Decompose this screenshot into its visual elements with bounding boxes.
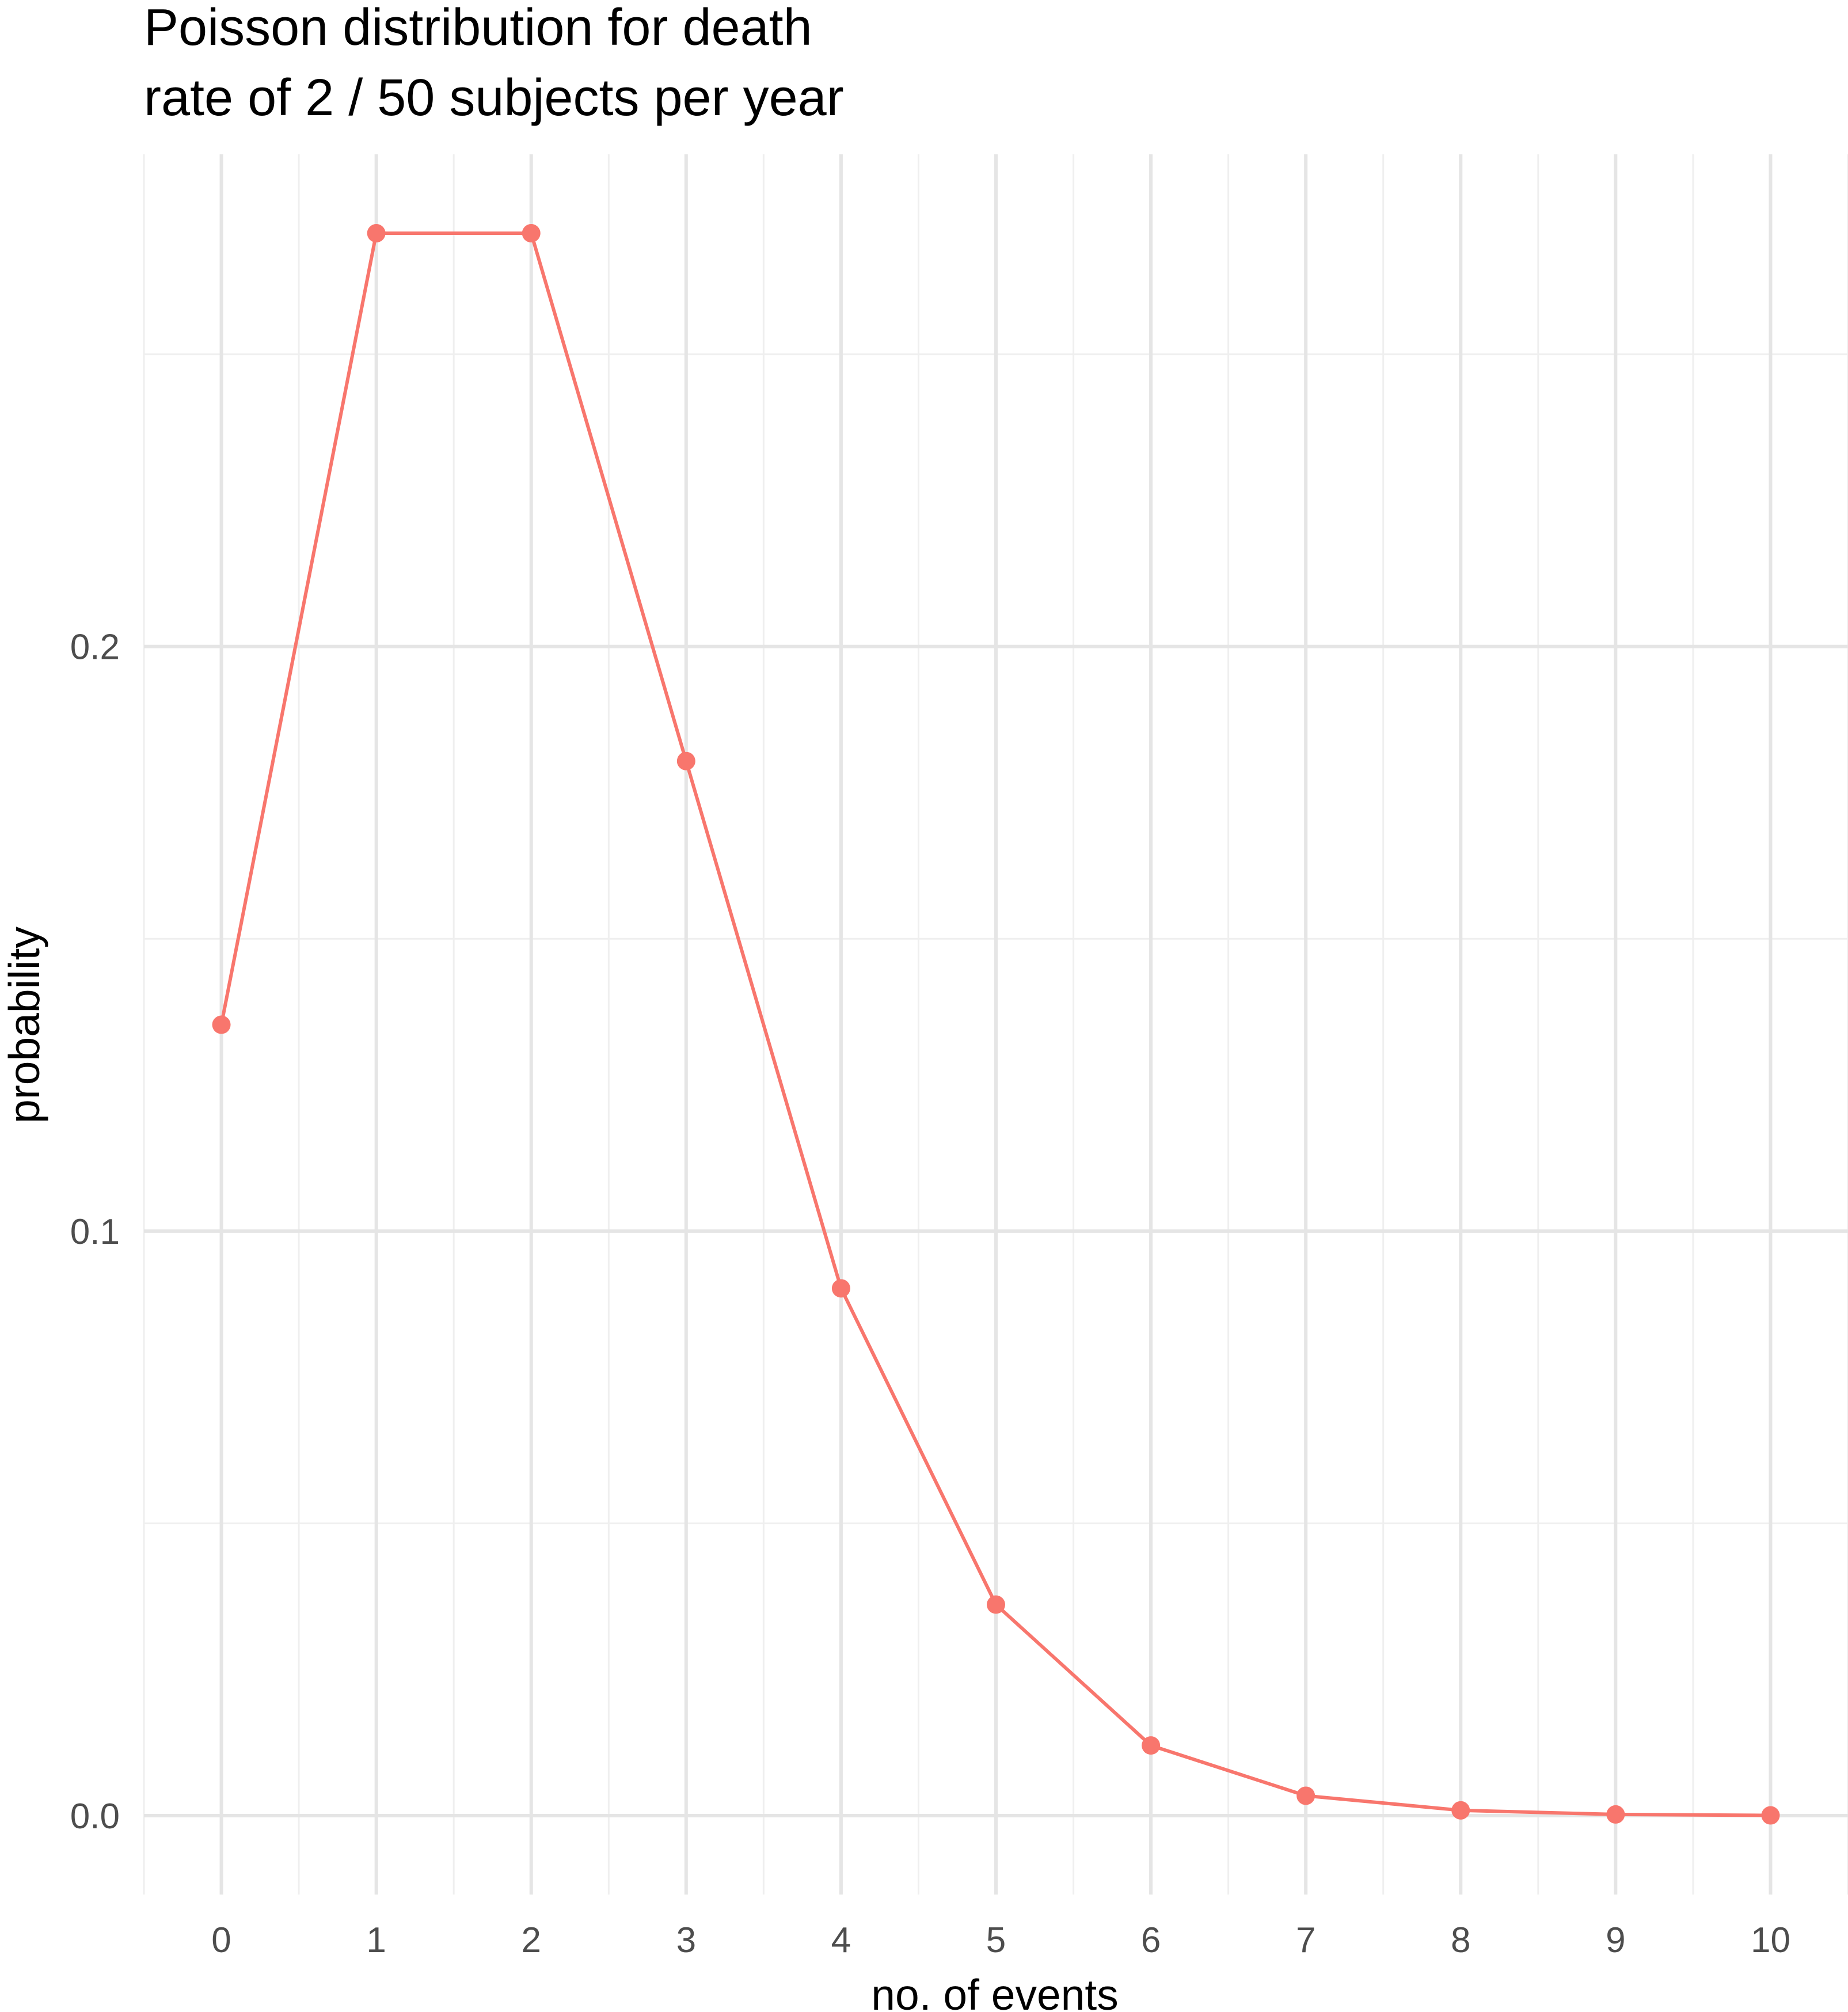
x-tick-label: 1 <box>366 1920 386 1960</box>
x-tick-label: 7 <box>1296 1920 1315 1960</box>
y-tick-label: 0.0 <box>70 1797 120 1836</box>
y-axis-tick-labels: 0.0 0.1 0.2 <box>70 628 120 1836</box>
data-point <box>1296 1786 1315 1805</box>
x-tick-label: 4 <box>831 1920 851 1960</box>
y-tick-label: 0.2 <box>70 628 120 667</box>
chart-title-line-1: Poisson distribution for death <box>144 0 812 56</box>
x-axis-title: no. of events <box>871 1971 1118 2012</box>
data-point <box>1451 1801 1470 1820</box>
data-point <box>1606 1805 1625 1824</box>
x-tick-label: 10 <box>1751 1920 1790 1960</box>
y-axis-title: probability <box>0 927 48 1123</box>
x-tick-label: 5 <box>986 1920 1006 1960</box>
data-point <box>522 224 541 243</box>
data-point <box>831 1279 850 1298</box>
data-point <box>1761 1806 1780 1825</box>
chart-title-line-2: rate of 2 / 50 subjects per year <box>144 69 844 127</box>
x-axis-tick-labels: 0 1 2 3 4 5 6 7 8 9 10 <box>211 1920 1790 1960</box>
x-tick-label: 3 <box>676 1920 696 1960</box>
data-point <box>367 224 386 243</box>
grid <box>143 154 1848 1895</box>
x-tick-label: 6 <box>1141 1920 1161 1960</box>
x-tick-label: 9 <box>1606 1920 1625 1960</box>
data-point <box>1142 1736 1161 1755</box>
y-tick-label: 0.1 <box>70 1212 120 1252</box>
data-point <box>212 1015 231 1034</box>
x-tick-label: 2 <box>521 1920 541 1960</box>
x-tick-label: 0 <box>211 1920 231 1960</box>
series-layer <box>212 224 1780 1825</box>
x-tick-label: 8 <box>1451 1920 1470 1960</box>
data-points <box>212 224 1780 1825</box>
data-point <box>987 1595 1005 1614</box>
data-point <box>676 751 695 770</box>
